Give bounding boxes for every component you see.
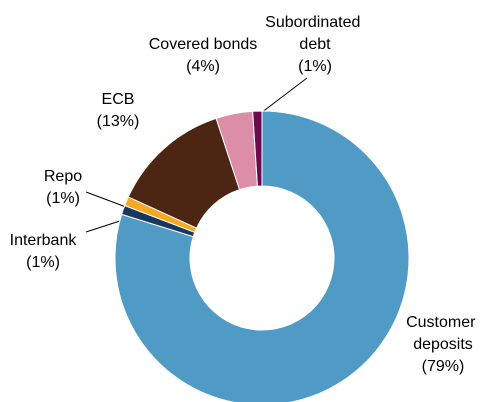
value-label: (1%) (46, 190, 80, 207)
donut-segment (252, 110, 263, 187)
category-label: Customer deposits (406, 314, 480, 353)
value-label: (4%) (186, 58, 220, 75)
value-label: (13%) (97, 113, 140, 130)
value-label: (79%) (422, 358, 465, 375)
category-label: Subordinated debt (265, 14, 365, 53)
category-label: Covered bonds (149, 36, 258, 53)
value-label: (1%) (26, 254, 60, 271)
leader-line (256, 77, 308, 117)
value-label: (1%) (298, 58, 332, 75)
leader-line (85, 191, 127, 208)
category-label: Interbank (10, 232, 78, 249)
category-label: Repo (44, 168, 82, 185)
category-label: ECB (102, 91, 135, 108)
donut-segment (114, 110, 410, 402)
